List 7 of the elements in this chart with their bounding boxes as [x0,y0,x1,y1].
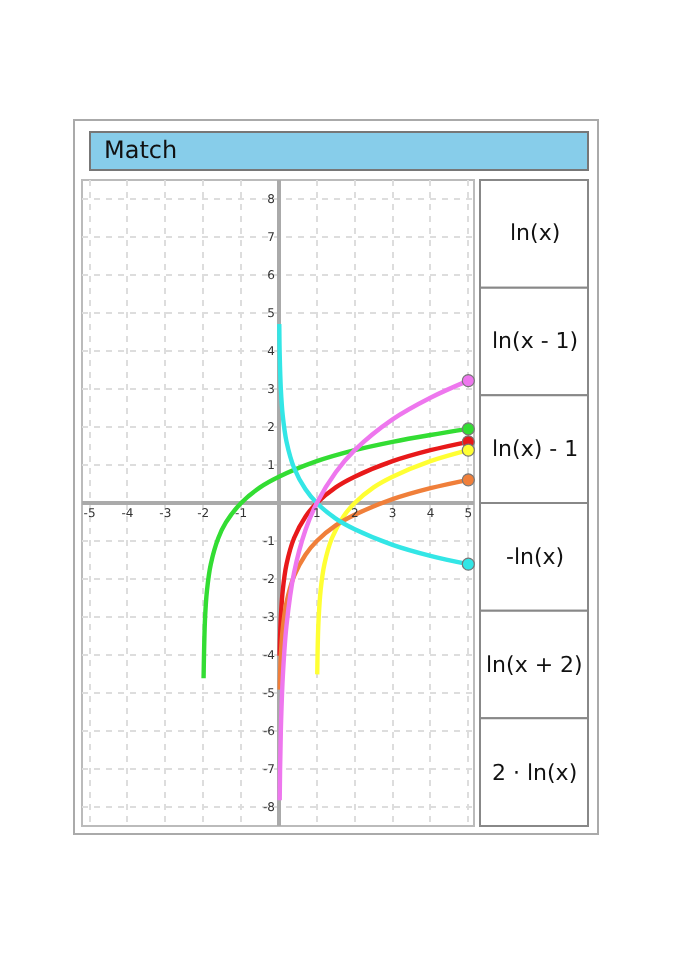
text: -ln(x) [506,544,565,570]
text: 2 · ln(x) [492,760,578,786]
text: ln(x - 1) [492,328,579,354]
text: ln(x) [510,220,561,246]
text: ln(x + 2) [486,652,583,678]
text: ln(x) - 1 [492,436,579,462]
chart-title: Match [104,136,178,164]
